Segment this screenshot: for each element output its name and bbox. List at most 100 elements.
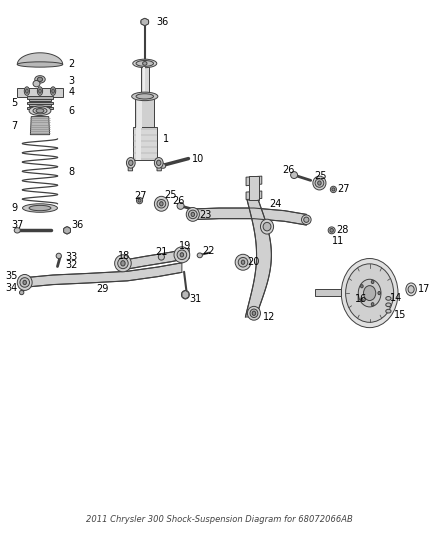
- Ellipse shape: [64, 227, 71, 234]
- Text: 23: 23: [199, 211, 212, 221]
- Ellipse shape: [238, 257, 248, 267]
- Ellipse shape: [332, 188, 335, 191]
- Ellipse shape: [29, 106, 51, 116]
- Bar: [17, 88, 63, 98]
- Polygon shape: [191, 208, 306, 225]
- Polygon shape: [246, 176, 262, 185]
- Text: 36: 36: [71, 220, 84, 230]
- Ellipse shape: [241, 260, 245, 264]
- Polygon shape: [141, 18, 148, 26]
- Ellipse shape: [154, 158, 163, 168]
- Ellipse shape: [408, 286, 414, 293]
- Text: 12: 12: [263, 312, 275, 322]
- Ellipse shape: [23, 280, 26, 285]
- Ellipse shape: [181, 290, 189, 299]
- Text: 9: 9: [12, 203, 18, 213]
- Text: 27: 27: [337, 184, 350, 195]
- Polygon shape: [246, 191, 262, 199]
- Ellipse shape: [158, 254, 164, 260]
- Bar: [27, 102, 53, 104]
- Text: 10: 10: [192, 154, 204, 164]
- Ellipse shape: [341, 259, 398, 328]
- Text: 25: 25: [164, 190, 177, 200]
- Ellipse shape: [143, 62, 147, 65]
- Text: 24: 24: [269, 199, 282, 209]
- Text: 11: 11: [332, 236, 344, 246]
- Ellipse shape: [304, 217, 309, 222]
- Ellipse shape: [386, 303, 391, 306]
- Ellipse shape: [39, 89, 41, 93]
- Polygon shape: [245, 200, 272, 317]
- Text: 29: 29: [96, 284, 108, 294]
- Bar: [135, 94, 154, 128]
- Ellipse shape: [22, 204, 57, 212]
- Bar: [27, 107, 53, 109]
- Polygon shape: [157, 160, 161, 171]
- Ellipse shape: [24, 87, 29, 95]
- Text: 4: 4: [68, 87, 74, 97]
- Text: 1: 1: [163, 134, 169, 144]
- Ellipse shape: [56, 253, 61, 259]
- Polygon shape: [121, 248, 189, 270]
- Text: 8: 8: [68, 167, 74, 177]
- Ellipse shape: [33, 108, 47, 114]
- Ellipse shape: [360, 298, 363, 302]
- Ellipse shape: [115, 255, 131, 272]
- Polygon shape: [17, 53, 63, 64]
- Ellipse shape: [33, 80, 40, 87]
- Text: 2011 Chrysler 300 Shock-Suspension Diagram for 68072066AB: 2011 Chrysler 300 Shock-Suspension Diagr…: [85, 514, 353, 523]
- Ellipse shape: [318, 181, 321, 185]
- Ellipse shape: [406, 283, 417, 296]
- Ellipse shape: [159, 201, 163, 206]
- Bar: [136, 127, 141, 160]
- Bar: [141, 63, 149, 94]
- Text: 35: 35: [5, 271, 18, 281]
- Ellipse shape: [136, 94, 153, 99]
- Ellipse shape: [138, 199, 141, 202]
- Ellipse shape: [197, 253, 202, 258]
- Ellipse shape: [17, 274, 32, 290]
- Ellipse shape: [315, 179, 324, 187]
- Ellipse shape: [52, 89, 54, 93]
- Ellipse shape: [386, 309, 391, 313]
- Text: 32: 32: [65, 260, 78, 270]
- Text: 16: 16: [355, 294, 367, 304]
- Ellipse shape: [301, 215, 311, 224]
- Ellipse shape: [371, 303, 374, 306]
- Text: 28: 28: [336, 225, 348, 236]
- Ellipse shape: [346, 264, 394, 322]
- Ellipse shape: [37, 77, 42, 82]
- Text: 14: 14: [390, 293, 403, 303]
- Bar: [315, 289, 341, 296]
- Ellipse shape: [132, 92, 158, 101]
- Ellipse shape: [129, 160, 133, 165]
- Bar: [27, 96, 53, 99]
- Text: 27: 27: [134, 191, 146, 201]
- Text: 21: 21: [155, 247, 168, 256]
- Text: 19: 19: [179, 241, 191, 251]
- Ellipse shape: [174, 247, 190, 263]
- Text: 2: 2: [68, 60, 74, 69]
- Text: 36: 36: [156, 17, 169, 27]
- Text: 7: 7: [12, 120, 18, 131]
- Ellipse shape: [36, 109, 44, 113]
- Text: 5: 5: [12, 98, 18, 108]
- Ellipse shape: [364, 286, 376, 301]
- Ellipse shape: [330, 186, 336, 192]
- Ellipse shape: [136, 61, 153, 66]
- Text: 31: 31: [189, 294, 201, 304]
- Text: 22: 22: [202, 246, 215, 255]
- Ellipse shape: [17, 62, 63, 67]
- Ellipse shape: [25, 89, 28, 93]
- Ellipse shape: [14, 228, 20, 233]
- Polygon shape: [25, 263, 182, 287]
- Bar: [29, 104, 51, 107]
- Ellipse shape: [186, 207, 199, 221]
- Text: 37: 37: [12, 220, 24, 230]
- Ellipse shape: [133, 59, 157, 68]
- Ellipse shape: [235, 254, 251, 270]
- Ellipse shape: [261, 219, 274, 234]
- Polygon shape: [30, 117, 49, 135]
- Ellipse shape: [156, 160, 161, 165]
- Ellipse shape: [177, 250, 187, 260]
